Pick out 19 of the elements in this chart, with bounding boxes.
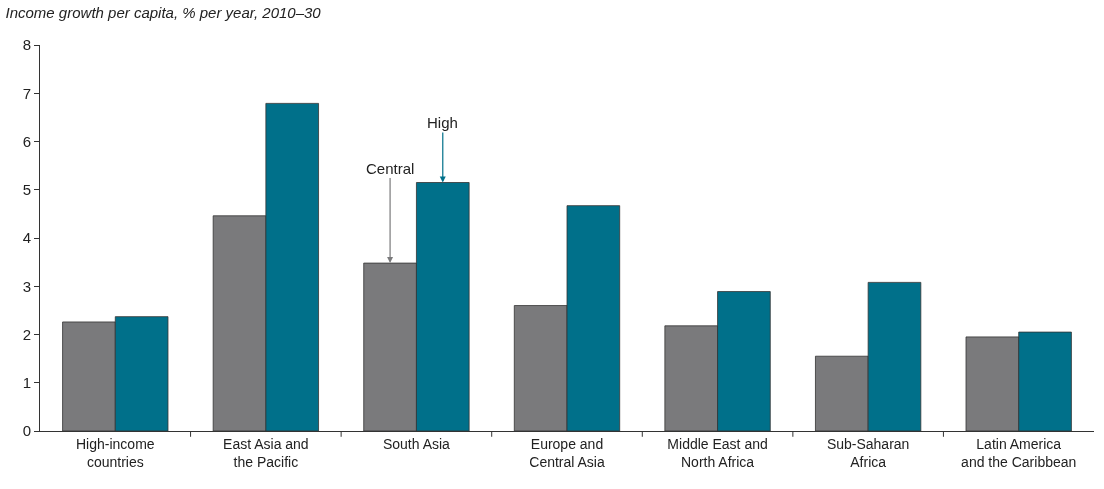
y-tick-label: 6: [22, 132, 31, 150]
y-tick-label: 4: [22, 229, 31, 247]
x-tick-label: Middle East and North Africa: [667, 435, 768, 470]
chart-title: Income growth per capita, % per year, 2010–30: [5, 3, 322, 21]
y-tick-label: 2: [22, 325, 31, 343]
x-tick-label: Europe and Central Asia: [529, 435, 605, 470]
y-tick-label: 1: [22, 374, 31, 391]
annotation: Central: [366, 160, 415, 177]
x-tick-label: High-income countries: [75, 435, 155, 470]
y-tick-label: 0: [22, 422, 31, 440]
y-tick-label: 5: [22, 181, 31, 198]
x-tick-label: Latin America and the Caribbean: [961, 435, 1077, 470]
y-tick-label: 3: [22, 277, 31, 295]
x-tick-label: South Asia: [382, 435, 451, 452]
x-tick-label: Sub-Saharan Africa: [826, 435, 910, 470]
x-tick-label: East Asia and the Pacific: [223, 435, 309, 470]
annotation: High: [427, 114, 458, 131]
y-tick-label: 7: [22, 84, 31, 102]
y-tick-label: 8: [22, 36, 31, 54]
